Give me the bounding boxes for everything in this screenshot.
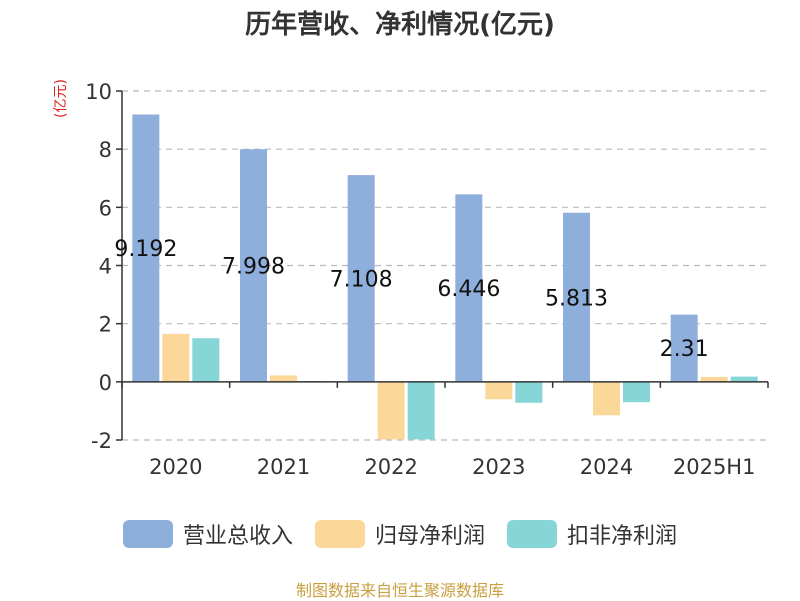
- y-tick-label: 4: [99, 255, 112, 279]
- chart-title: 历年营收、净利情况(亿元): [245, 10, 555, 40]
- bar: [407, 381, 435, 440]
- data-label: 7.108: [330, 267, 393, 292]
- bar: [347, 175, 375, 382]
- legend-item-deducted-net-profit[interactable]: 扣非净利润: [507, 518, 677, 550]
- data-label: 5.813: [545, 286, 608, 311]
- bar: [670, 314, 698, 382]
- data-label: 2.31: [660, 337, 709, 362]
- x-tick-label: 2024: [580, 455, 633, 479]
- x-tick-label: 2022: [364, 455, 417, 479]
- data-label: 9.192: [114, 237, 177, 262]
- bar: [515, 381, 543, 403]
- bar: [270, 375, 297, 382]
- legend-label-deducted-net-profit: 扣非净利润: [567, 524, 678, 549]
- y-tick-label: 6: [99, 196, 112, 220]
- bar: [240, 149, 267, 382]
- legend-swatch-revenue: [122, 520, 173, 548]
- legend-label-net-profit: 归母净利润: [374, 524, 485, 549]
- y-axis-unit-label: (亿元): [53, 79, 69, 118]
- x-tick-label: 2025H1: [673, 455, 756, 479]
- bar: [162, 333, 190, 382]
- legend-swatch-net-profit: [314, 520, 365, 548]
- legend-label-revenue: 营业总收入: [182, 524, 293, 549]
- bar: [563, 212, 590, 382]
- y-tick-label: 10: [85, 80, 112, 104]
- x-tick-label: 2020: [149, 455, 202, 479]
- bar: [192, 338, 220, 382]
- legend-item-net-profit[interactable]: 归母净利润: [314, 518, 485, 550]
- y-tick-label: 2: [99, 313, 112, 337]
- bar: [700, 376, 728, 382]
- x-tick-label: 2023: [472, 455, 525, 479]
- y-tick-label: -2: [91, 429, 112, 453]
- bar: [455, 194, 483, 382]
- data-label: 7.998: [222, 255, 285, 280]
- bar: [593, 381, 620, 416]
- x-tick-label: 2021: [257, 455, 310, 479]
- y-tick-label: 0: [99, 371, 112, 395]
- bar: [132, 114, 160, 382]
- bar: [485, 381, 513, 400]
- data-source-note: 制图数据来自恒生聚源数据库: [295, 581, 504, 600]
- y-tick-label: 8: [99, 138, 112, 162]
- bar: [377, 381, 405, 440]
- legend-swatch-deducted-net-profit: [507, 520, 557, 548]
- legend: 营业总收入 归母净利润 扣非净利润: [0, 518, 800, 550]
- data-label: 6.446: [437, 277, 500, 302]
- bar: [623, 381, 650, 403]
- bar: [730, 376, 758, 382]
- legend-item-revenue[interactable]: 营业总收入: [122, 518, 293, 550]
